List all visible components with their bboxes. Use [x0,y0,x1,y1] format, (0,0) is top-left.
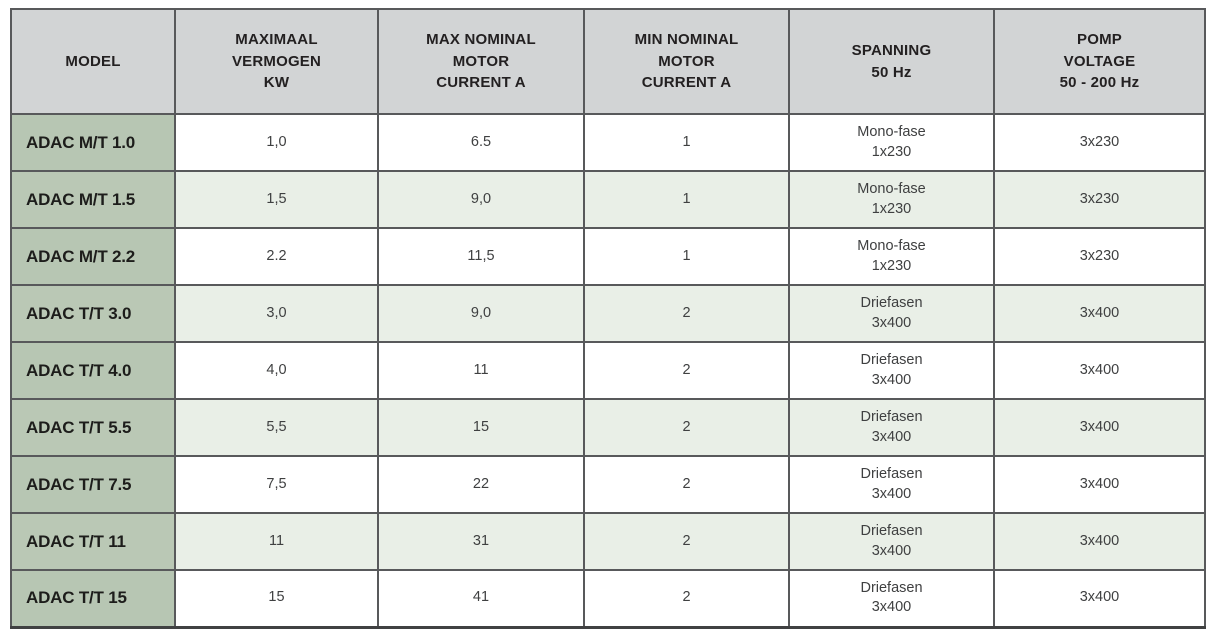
cell-max-nominal: 9,0 [377,170,585,229]
cell-spanning: Mono-fase 1x230 [788,170,995,229]
pump-spec-table: MODEL MAXIMAAL VERMOGEN KW MAX NOMINAL M… [10,8,1206,629]
cell-max-nominal: 31 [377,512,585,571]
cell-max-nominal: 41 [377,569,585,629]
cell-min-nominal: 1 [583,113,790,172]
cell-max-nominal: 11,5 [377,227,585,286]
cell-pomp-voltage: 3x400 [993,284,1206,343]
cell-max-vermogen: 1,5 [174,170,379,229]
header-cell-max-vermogen: MAXIMAAL VERMOGEN KW [174,8,379,115]
cell-max-nominal: 11 [377,341,585,400]
cell-max-nominal: 6.5 [377,113,585,172]
cell-max-vermogen: 1,0 [174,113,379,172]
header-cell-model: MODEL [10,8,176,115]
cell-spanning: Driefasen 3x400 [788,398,995,457]
table-row: ADAC M/T 1.5 1,5 9,0 1 Mono-fase 1x230 3… [10,170,1206,229]
header-cell-max-nominal: MAX NOMINAL MOTOR CURRENT A [377,8,585,115]
cell-min-nominal: 2 [583,512,790,571]
cell-max-vermogen: 15 [174,569,379,629]
cell-pomp-voltage: 3x400 [993,569,1206,629]
header-cell-min-nominal: MIN NOMINAL MOTOR CURRENT A [583,8,790,115]
header-cell-pomp-voltage: POMP VOLTAGE 50 - 200 Hz [993,8,1206,115]
table-row: ADAC T/T 11 11 31 2 Driefasen 3x400 3x40… [10,512,1206,571]
cell-pomp-voltage: 3x230 [993,227,1206,286]
cell-model: ADAC M/T 1.0 [10,113,176,172]
cell-min-nominal: 2 [583,341,790,400]
cell-model: ADAC M/T 1.5 [10,170,176,229]
cell-min-nominal: 1 [583,170,790,229]
cell-max-nominal: 9,0 [377,284,585,343]
cell-model: ADAC T/T 3.0 [10,284,176,343]
cell-spanning: Driefasen 3x400 [788,284,995,343]
table-body: ADAC M/T 1.0 1,0 6.5 1 Mono-fase 1x230 3… [10,113,1206,629]
table-row: ADAC T/T 5.5 5,5 15 2 Driefasen 3x400 3x… [10,398,1206,457]
cell-model: ADAC T/T 4.0 [10,341,176,400]
cell-max-vermogen: 5,5 [174,398,379,457]
cell-spanning: Driefasen 3x400 [788,455,995,514]
cell-spanning: Driefasen 3x400 [788,569,995,629]
cell-model: ADAC T/T 15 [10,569,176,629]
header-cell-spanning: SPANNING 50 Hz [788,8,995,115]
cell-min-nominal: 2 [583,569,790,629]
table-row: ADAC M/T 2.2 2.2 11,5 1 Mono-fase 1x230 … [10,227,1206,286]
cell-spanning: Mono-fase 1x230 [788,113,995,172]
cell-min-nominal: 2 [583,284,790,343]
cell-pomp-voltage: 3x230 [993,170,1206,229]
cell-pomp-voltage: 3x400 [993,341,1206,400]
table-header: MODEL MAXIMAAL VERMOGEN KW MAX NOMINAL M… [10,8,1206,115]
cell-max-vermogen: 2.2 [174,227,379,286]
table-row: ADAC T/T 7.5 7,5 22 2 Driefasen 3x400 3x… [10,455,1206,514]
cell-max-vermogen: 4,0 [174,341,379,400]
cell-pomp-voltage: 3x400 [993,398,1206,457]
table-row: ADAC T/T 4.0 4,0 11 2 Driefasen 3x400 3x… [10,341,1206,400]
cell-spanning: Mono-fase 1x230 [788,227,995,286]
header-row: MODEL MAXIMAAL VERMOGEN KW MAX NOMINAL M… [10,8,1206,115]
table-row: ADAC T/T 3.0 3,0 9,0 2 Driefasen 3x400 3… [10,284,1206,343]
cell-max-nominal: 22 [377,455,585,514]
cell-max-vermogen: 11 [174,512,379,571]
table-row: ADAC T/T 15 15 41 2 Driefasen 3x400 3x40… [10,569,1206,629]
cell-spanning: Driefasen 3x400 [788,512,995,571]
cell-min-nominal: 2 [583,398,790,457]
cell-spanning: Driefasen 3x400 [788,341,995,400]
cell-min-nominal: 1 [583,227,790,286]
cell-model: ADAC T/T 11 [10,512,176,571]
cell-max-vermogen: 3,0 [174,284,379,343]
cell-pomp-voltage: 3x400 [993,512,1206,571]
cell-max-nominal: 15 [377,398,585,457]
cell-model: ADAC T/T 5.5 [10,398,176,457]
table-row: ADAC M/T 1.0 1,0 6.5 1 Mono-fase 1x230 3… [10,113,1206,172]
cell-model: ADAC T/T 7.5 [10,455,176,514]
cell-model: ADAC M/T 2.2 [10,227,176,286]
cell-min-nominal: 2 [583,455,790,514]
cell-pomp-voltage: 3x400 [993,455,1206,514]
cell-pomp-voltage: 3x230 [993,113,1206,172]
cell-max-vermogen: 7,5 [174,455,379,514]
